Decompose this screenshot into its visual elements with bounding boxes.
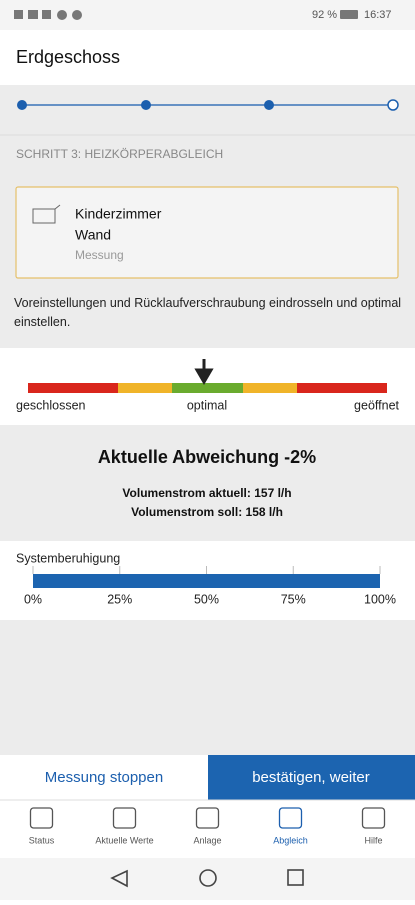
stop-button[interactable] [0,755,208,800]
nav-item[interactable] [249,801,332,857]
stabilization-label: Systemberuhigung [16,551,120,565]
room-name: Kinderzimmer [75,206,162,222]
stepper [17,99,399,111]
system-nav [0,858,415,900]
battery: 92 % [312,9,337,21]
header [0,30,415,85]
flow-target: Volumenstrom soll: 158 l/h [131,505,283,519]
nav-item[interactable] [83,801,166,857]
status-icons [14,10,358,20]
nav-label: Status [29,835,55,845]
room-card[interactable] [15,186,399,279]
gauge-pointer [194,359,214,385]
nav-item[interactable] [332,801,415,857]
header-title: Erdgeschoss [16,47,120,67]
time: 16:37 [364,9,392,21]
nav-icon [112,807,137,829]
tick-label: 25% [107,592,132,606]
tick-label: 100% [364,592,396,606]
gauge-center: optimal [187,398,227,412]
instruction-box: Voreinstellungen und Rücklaufverschraubu… [14,296,402,329]
gauge-left: geschlossen [16,398,86,412]
nav-label: Abgleich [273,835,308,845]
system-buttons [110,869,304,888]
nav-label: Hilfe [364,835,382,845]
bottom-nav [0,800,415,858]
nav-icon [278,807,303,829]
room-icon [32,204,61,224]
nav-icon [195,807,220,829]
gauge-right: geöffnet [354,398,399,412]
room-location: Wand [75,227,111,243]
step-label: SCHRITT 3: HEIZKÖRPERABGLEICH [16,147,223,161]
gauge-bar [28,383,387,393]
tick-label: 50% [194,592,219,606]
confirm-button[interactable] [208,755,415,800]
nav-item[interactable] [0,801,83,857]
nav-label: Aktuelle Werte [95,835,153,845]
flow-actual: Volumenstrom aktuell: 157 l/h [122,486,291,500]
deviation-title: Aktuelle Abweichung -2% [98,447,316,467]
nav-label: Anlage [193,835,221,845]
tick-label: 0% [24,592,42,606]
nav-icon [29,807,54,829]
room-mode: Messung [75,248,124,262]
stop-button-label: Messung stoppen [45,769,163,786]
nav-item[interactable] [166,801,249,857]
nav-icon [361,807,386,829]
instruction: Voreinstellungen und Rücklaufverschraubu… [14,296,402,329]
tick-label: 75% [281,592,306,606]
progress-fill [33,574,380,588]
confirm-button-label: bestätigen, weiter [252,769,370,786]
